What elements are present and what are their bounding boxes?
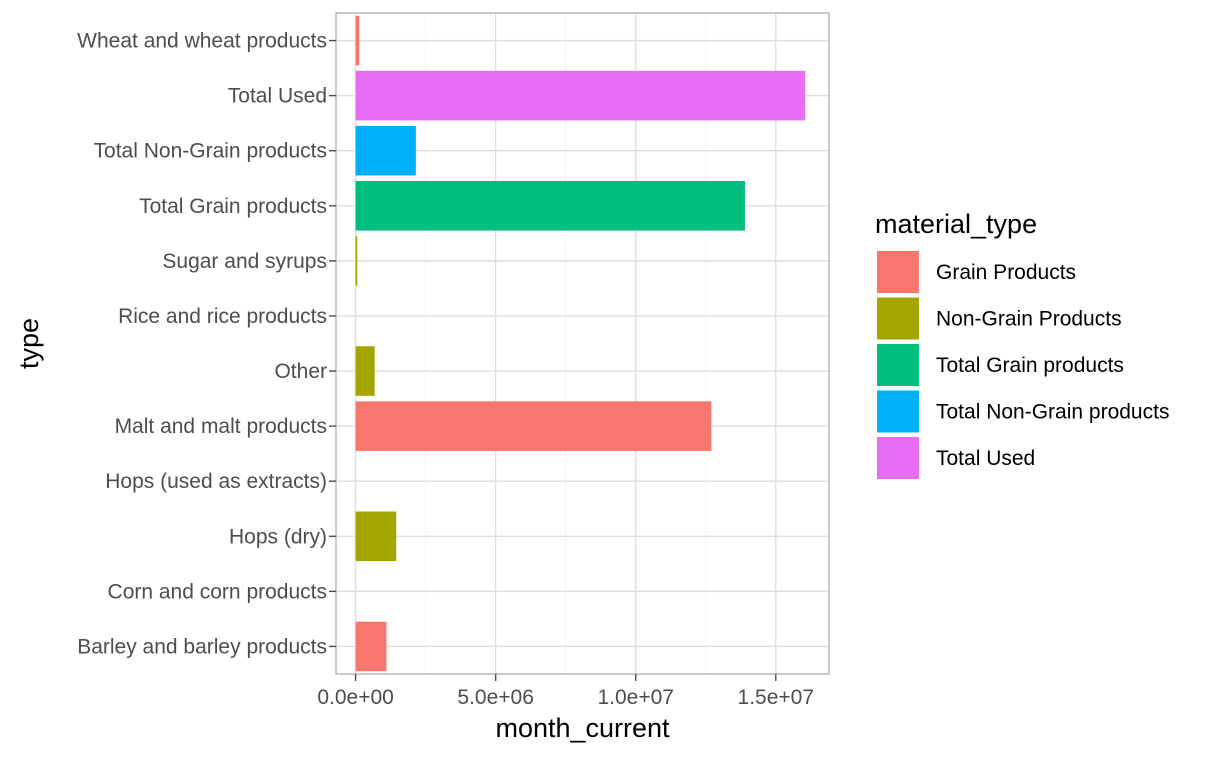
- bar: [355, 70, 806, 121]
- legend-label: Total Grain products: [936, 354, 1124, 377]
- bar: [355, 236, 358, 286]
- legend-key: [877, 437, 919, 479]
- bar: [355, 511, 397, 562]
- y-tick-label: Hops (dry): [229, 525, 327, 548]
- legend-key: [877, 390, 919, 433]
- bar: [355, 401, 712, 451]
- y-tick-label: Total Grain products: [139, 195, 327, 218]
- bar: [355, 346, 375, 396]
- bar: [355, 125, 416, 176]
- x-tick-label: 5.0e+06: [457, 686, 534, 709]
- bar: [355, 181, 745, 231]
- legend-title: material_type: [875, 209, 1037, 239]
- y-tick-label: Total Used: [228, 85, 327, 108]
- y-tick-label: Other: [274, 360, 327, 383]
- x-tick-label: 0.0e+00: [317, 686, 394, 709]
- y-tick-label: Malt and malt products: [115, 415, 327, 438]
- legend-label: Grain Products: [936, 261, 1076, 284]
- legend-key: [877, 251, 919, 293]
- y-tick-label: Total Non-Grain products: [94, 140, 327, 163]
- legend-key: [877, 297, 919, 340]
- y-axis-title: type: [14, 318, 44, 369]
- plot-panel-border: [335, 12, 830, 675]
- x-tick-label: 1.5e+07: [738, 686, 815, 709]
- y-tick-label: Wheat and wheat products: [77, 30, 327, 53]
- legend: material_type Grain Products Non-Grain Pr…: [875, 209, 1169, 479]
- y-tick-label: Sugar and syrups: [162, 250, 327, 273]
- legend-label: Total Non-Grain products: [936, 401, 1169, 424]
- y-tick-label: Rice and rice products: [118, 305, 327, 328]
- x-axis: 0.0e+00 5.0e+06 1.0e+07 1.5e+07: [317, 674, 814, 709]
- legend-key: [877, 344, 919, 386]
- y-tick-label: Hops (used as extracts): [105, 470, 327, 493]
- legend-label: Non-Grain Products: [936, 308, 1122, 331]
- bar: [355, 15, 360, 66]
- x-tick-label: 1.0e+07: [597, 686, 674, 709]
- y-tick-label: Barley and barley products: [77, 635, 327, 658]
- bars: [355, 15, 806, 672]
- legend-label: Total Used: [936, 447, 1035, 470]
- bar: [355, 621, 387, 672]
- y-axis: Barley and barley products Corn and corn …: [77, 30, 336, 658]
- x-axis-title: month_current: [495, 713, 670, 743]
- y-tick-label: Corn and corn products: [108, 580, 327, 603]
